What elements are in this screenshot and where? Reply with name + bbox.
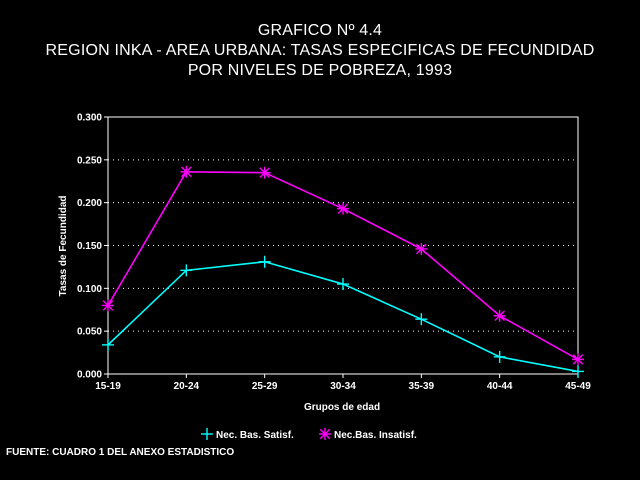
chart-title-line-3: POR NIVELES DE POBREZA, 1993 <box>187 62 453 79</box>
data-point-satisf <box>572 365 584 378</box>
y-tick-label: 0.050 <box>77 327 102 338</box>
y-axis-ticks: 0.000 0.050 0.100 0.150 0.200 0.250 0.300 <box>77 113 108 381</box>
chart-title-line-1: GRAFICO Nº 4.4 <box>257 22 383 39</box>
y-tick-label: 0.100 <box>77 284 102 295</box>
legend-marker-insatisf <box>319 428 331 440</box>
data-point-satisf <box>337 278 349 291</box>
data-point-insatisf <box>572 353 584 366</box>
legend-label-insatisf: Nec.Bas. Insatisf. <box>334 430 417 441</box>
x-tick-label: 35-39 <box>409 381 435 392</box>
y-axis-label: Tasas de Fecundidad <box>58 196 69 297</box>
x-tick-label: 40-44 <box>487 381 513 392</box>
y-tick-label: 0.150 <box>77 241 102 252</box>
data-point-satisf <box>415 313 428 326</box>
legend: Nec. Bas. Satisf. Nec.Bas. Insatisf. <box>201 428 417 441</box>
data-point-satisf <box>102 338 114 351</box>
y-tick-label: 0.250 <box>77 155 102 166</box>
source-note: FUENTE: CUADRO 1 DEL ANEXO ESTADISTICO <box>6 447 235 458</box>
data-point-satisf <box>180 264 193 277</box>
data-point-insatisf <box>337 202 349 215</box>
x-tick-label: 20-24 <box>174 381 200 392</box>
x-axis-label: Grupos de edad <box>304 402 380 413</box>
data-point-insatisf <box>258 166 271 179</box>
data-point-insatisf <box>102 299 114 312</box>
x-axis-ticks: 15-19 20-24 25-29 30-34 35-39 40-44 45-49 <box>95 374 591 392</box>
y-tick-label: 0.200 <box>77 198 102 209</box>
legend-label-satisf: Nec. Bas. Satisf. <box>216 430 294 441</box>
chart-title-line-2: REGION INKA - AREA URBANA: TASAS ESPECIF… <box>45 42 595 59</box>
data-point-satisf <box>493 350 506 363</box>
y-tick-label: 0.000 <box>77 370 102 381</box>
data-point-satisf <box>258 255 271 268</box>
data-point-insatisf <box>415 242 428 255</box>
series <box>102 165 584 378</box>
x-tick-label: 15-19 <box>95 381 121 392</box>
y-tick-label: 0.300 <box>77 113 102 124</box>
data-point-insatisf <box>180 165 193 178</box>
data-point-insatisf <box>493 309 506 322</box>
x-tick-label: 45-49 <box>565 381 591 392</box>
x-tick-label: 30-34 <box>330 381 356 392</box>
legend-marker-satisf <box>201 428 213 440</box>
x-tick-label: 25-29 <box>252 381 278 392</box>
